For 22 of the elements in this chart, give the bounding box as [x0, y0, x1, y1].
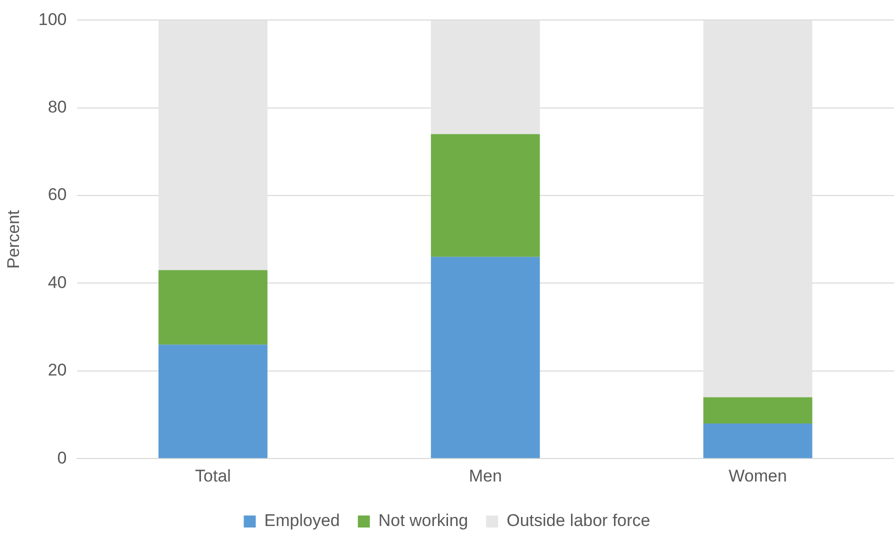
bar [158, 344, 268, 458]
y-axis-title: Percent [4, 210, 23, 269]
y-tick-label: 80 [48, 98, 67, 117]
y-tick-label: 60 [48, 185, 67, 204]
x-tick-label: Women [728, 466, 787, 486]
y-tick-label: 100 [38, 10, 67, 29]
legend-label: Employed [264, 511, 340, 530]
x-tick-label: Men [468, 466, 502, 486]
legend-label: Not working [378, 511, 468, 530]
bar [430, 20, 540, 134]
bar [703, 424, 812, 458]
x-tick-label: Total [195, 466, 231, 486]
y-tick-label: 0 [57, 448, 67, 468]
y-tick-label: 40 [48, 272, 67, 292]
bar [158, 20, 268, 270]
bar [703, 20, 812, 398]
y-tick-label: 20 [48, 360, 67, 380]
legend-label: Outside labor force [506, 511, 650, 530]
bar [430, 134, 540, 257]
bar [430, 256, 540, 458]
bar [158, 270, 268, 345]
bar [703, 397, 812, 424]
